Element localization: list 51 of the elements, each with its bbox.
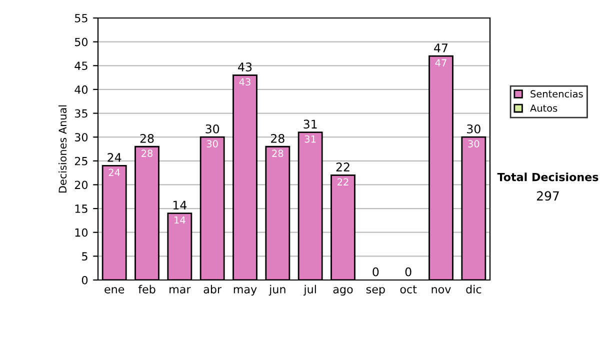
- total-label: 24: [108, 153, 122, 162]
- data-label: 31: [304, 135, 316, 143]
- data-label: 14: [174, 216, 186, 224]
- total-label: 0: [372, 267, 379, 276]
- total-label: 30: [467, 124, 480, 134]
- x-tick-label: mar: [170, 287, 191, 294]
- x-tick-label: oct: [400, 286, 417, 294]
- total-label: 14: [173, 200, 187, 210]
- y-tick-label: 25: [74, 156, 88, 166]
- legend-label: Autos: [530, 104, 558, 112]
- y-tick-label: 15: [75, 204, 88, 213]
- data-label: 28: [272, 150, 284, 157]
- y-axis-title: Decisiones Anual: [58, 105, 67, 193]
- data-label: 22: [338, 178, 348, 186]
- x-tick-label: jul: [304, 284, 316, 296]
- x-tick-label: sep: [366, 287, 385, 296]
- total-label: 22: [336, 162, 350, 172]
- y-tick-label: 10: [75, 228, 88, 237]
- text: 297: [536, 191, 559, 201]
- y-tick-label: 5: [82, 252, 88, 261]
- x-tick-label: jun: [268, 284, 286, 296]
- total-label: 28: [140, 134, 154, 143]
- x-tick-label: abr: [204, 284, 222, 294]
- total-label: 0: [405, 267, 412, 276]
- data-label: 43: [239, 78, 250, 86]
- y-tick-label: 35: [74, 109, 88, 118]
- data-label: 47: [435, 59, 446, 66]
- y-tick-label: 55: [74, 14, 88, 22]
- x-tick-label: may: [234, 287, 257, 296]
- y-tick-label: 50: [74, 38, 88, 46]
- x-tick-label: feb: [138, 284, 156, 294]
- total-label: 30: [206, 124, 220, 134]
- text: Total Decisiones: [497, 172, 598, 182]
- legend-label: Sentencias: [530, 90, 583, 98]
- x-tick-label: dic: [466, 284, 482, 294]
- y-tick-label: 0: [82, 276, 88, 284]
- y-tick-label: 40: [74, 85, 88, 94]
- y-tick-label: 45: [74, 62, 88, 70]
- total-label: 43: [238, 62, 252, 72]
- x-tick-label: nov: [432, 287, 451, 294]
- total-label: 47: [434, 44, 448, 52]
- x-tick-label: ago: [333, 287, 353, 296]
- data-label: 30: [468, 140, 480, 148]
- x-tick-label: ene: [104, 287, 124, 294]
- data-label: 28: [142, 150, 153, 157]
- y-tick-label: 20: [74, 180, 88, 190]
- y-tick-label: 30: [74, 133, 88, 142]
- data-label: 30: [206, 140, 218, 148]
- data-label: 24: [108, 168, 120, 176]
- total-label: 31: [304, 120, 317, 129]
- total-label: 28: [271, 134, 284, 143]
